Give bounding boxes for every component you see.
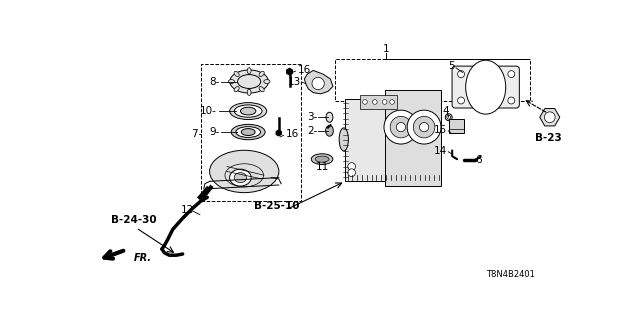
- Ellipse shape: [234, 87, 239, 92]
- Text: B-24-30: B-24-30: [111, 214, 157, 225]
- Circle shape: [545, 112, 555, 123]
- Ellipse shape: [228, 80, 234, 84]
- Ellipse shape: [264, 80, 270, 84]
- Text: 4: 4: [442, 106, 449, 116]
- Bar: [449, 119, 464, 133]
- Text: B-25-10: B-25-10: [254, 201, 300, 211]
- Ellipse shape: [445, 114, 452, 121]
- Circle shape: [348, 163, 355, 170]
- Text: 1: 1: [383, 44, 390, 54]
- Text: 12: 12: [181, 205, 194, 215]
- Circle shape: [372, 100, 377, 104]
- Ellipse shape: [247, 68, 251, 74]
- Text: 3-: 3-: [307, 112, 317, 122]
- Circle shape: [382, 100, 387, 104]
- Ellipse shape: [209, 150, 279, 193]
- Ellipse shape: [234, 172, 246, 183]
- Text: FR.: FR.: [133, 253, 151, 263]
- Text: 13: 13: [287, 77, 301, 87]
- Ellipse shape: [311, 154, 333, 164]
- Ellipse shape: [466, 60, 506, 114]
- Ellipse shape: [231, 124, 265, 140]
- Ellipse shape: [236, 127, 260, 137]
- Text: 5: 5: [449, 61, 455, 71]
- Text: 10-: 10-: [200, 106, 217, 116]
- Circle shape: [458, 71, 465, 77]
- Ellipse shape: [326, 125, 333, 136]
- Circle shape: [419, 123, 429, 132]
- Circle shape: [508, 97, 515, 104]
- Circle shape: [413, 116, 435, 138]
- Text: 6: 6: [475, 156, 481, 165]
- Circle shape: [390, 116, 412, 138]
- Ellipse shape: [326, 112, 333, 122]
- Circle shape: [390, 100, 394, 104]
- Ellipse shape: [230, 169, 251, 186]
- Ellipse shape: [234, 71, 239, 76]
- Circle shape: [348, 169, 355, 177]
- Text: B-23: B-23: [535, 133, 562, 143]
- Ellipse shape: [230, 70, 268, 93]
- Circle shape: [363, 100, 367, 104]
- Text: 14: 14: [434, 146, 447, 156]
- Text: 16: 16: [298, 65, 310, 76]
- Circle shape: [312, 77, 324, 90]
- Circle shape: [508, 71, 515, 77]
- Ellipse shape: [259, 71, 264, 76]
- Text: 11: 11: [316, 162, 329, 172]
- Ellipse shape: [247, 89, 251, 95]
- Text: 2-: 2-: [307, 126, 317, 136]
- Text: 7: 7: [191, 129, 197, 139]
- Ellipse shape: [234, 105, 262, 117]
- Bar: [201, 64, 301, 201]
- Text: 16: 16: [285, 130, 299, 140]
- Circle shape: [407, 110, 441, 144]
- Ellipse shape: [241, 107, 256, 115]
- Ellipse shape: [241, 129, 255, 135]
- Ellipse shape: [339, 128, 348, 151]
- Bar: [345, 99, 399, 181]
- Circle shape: [458, 97, 465, 104]
- Ellipse shape: [259, 87, 264, 92]
- Text: 15: 15: [434, 124, 447, 135]
- Ellipse shape: [315, 156, 329, 162]
- Circle shape: [384, 110, 418, 144]
- Bar: [360, 95, 397, 108]
- FancyBboxPatch shape: [452, 66, 519, 108]
- Text: 9-: 9-: [209, 127, 220, 137]
- Bar: [335, 59, 530, 101]
- Ellipse shape: [447, 115, 451, 119]
- Circle shape: [396, 123, 406, 132]
- Text: T8N4B2401: T8N4B2401: [486, 270, 535, 279]
- Text: 8-: 8-: [209, 76, 220, 86]
- Bar: [385, 90, 442, 186]
- Polygon shape: [305, 70, 333, 94]
- Ellipse shape: [230, 103, 267, 120]
